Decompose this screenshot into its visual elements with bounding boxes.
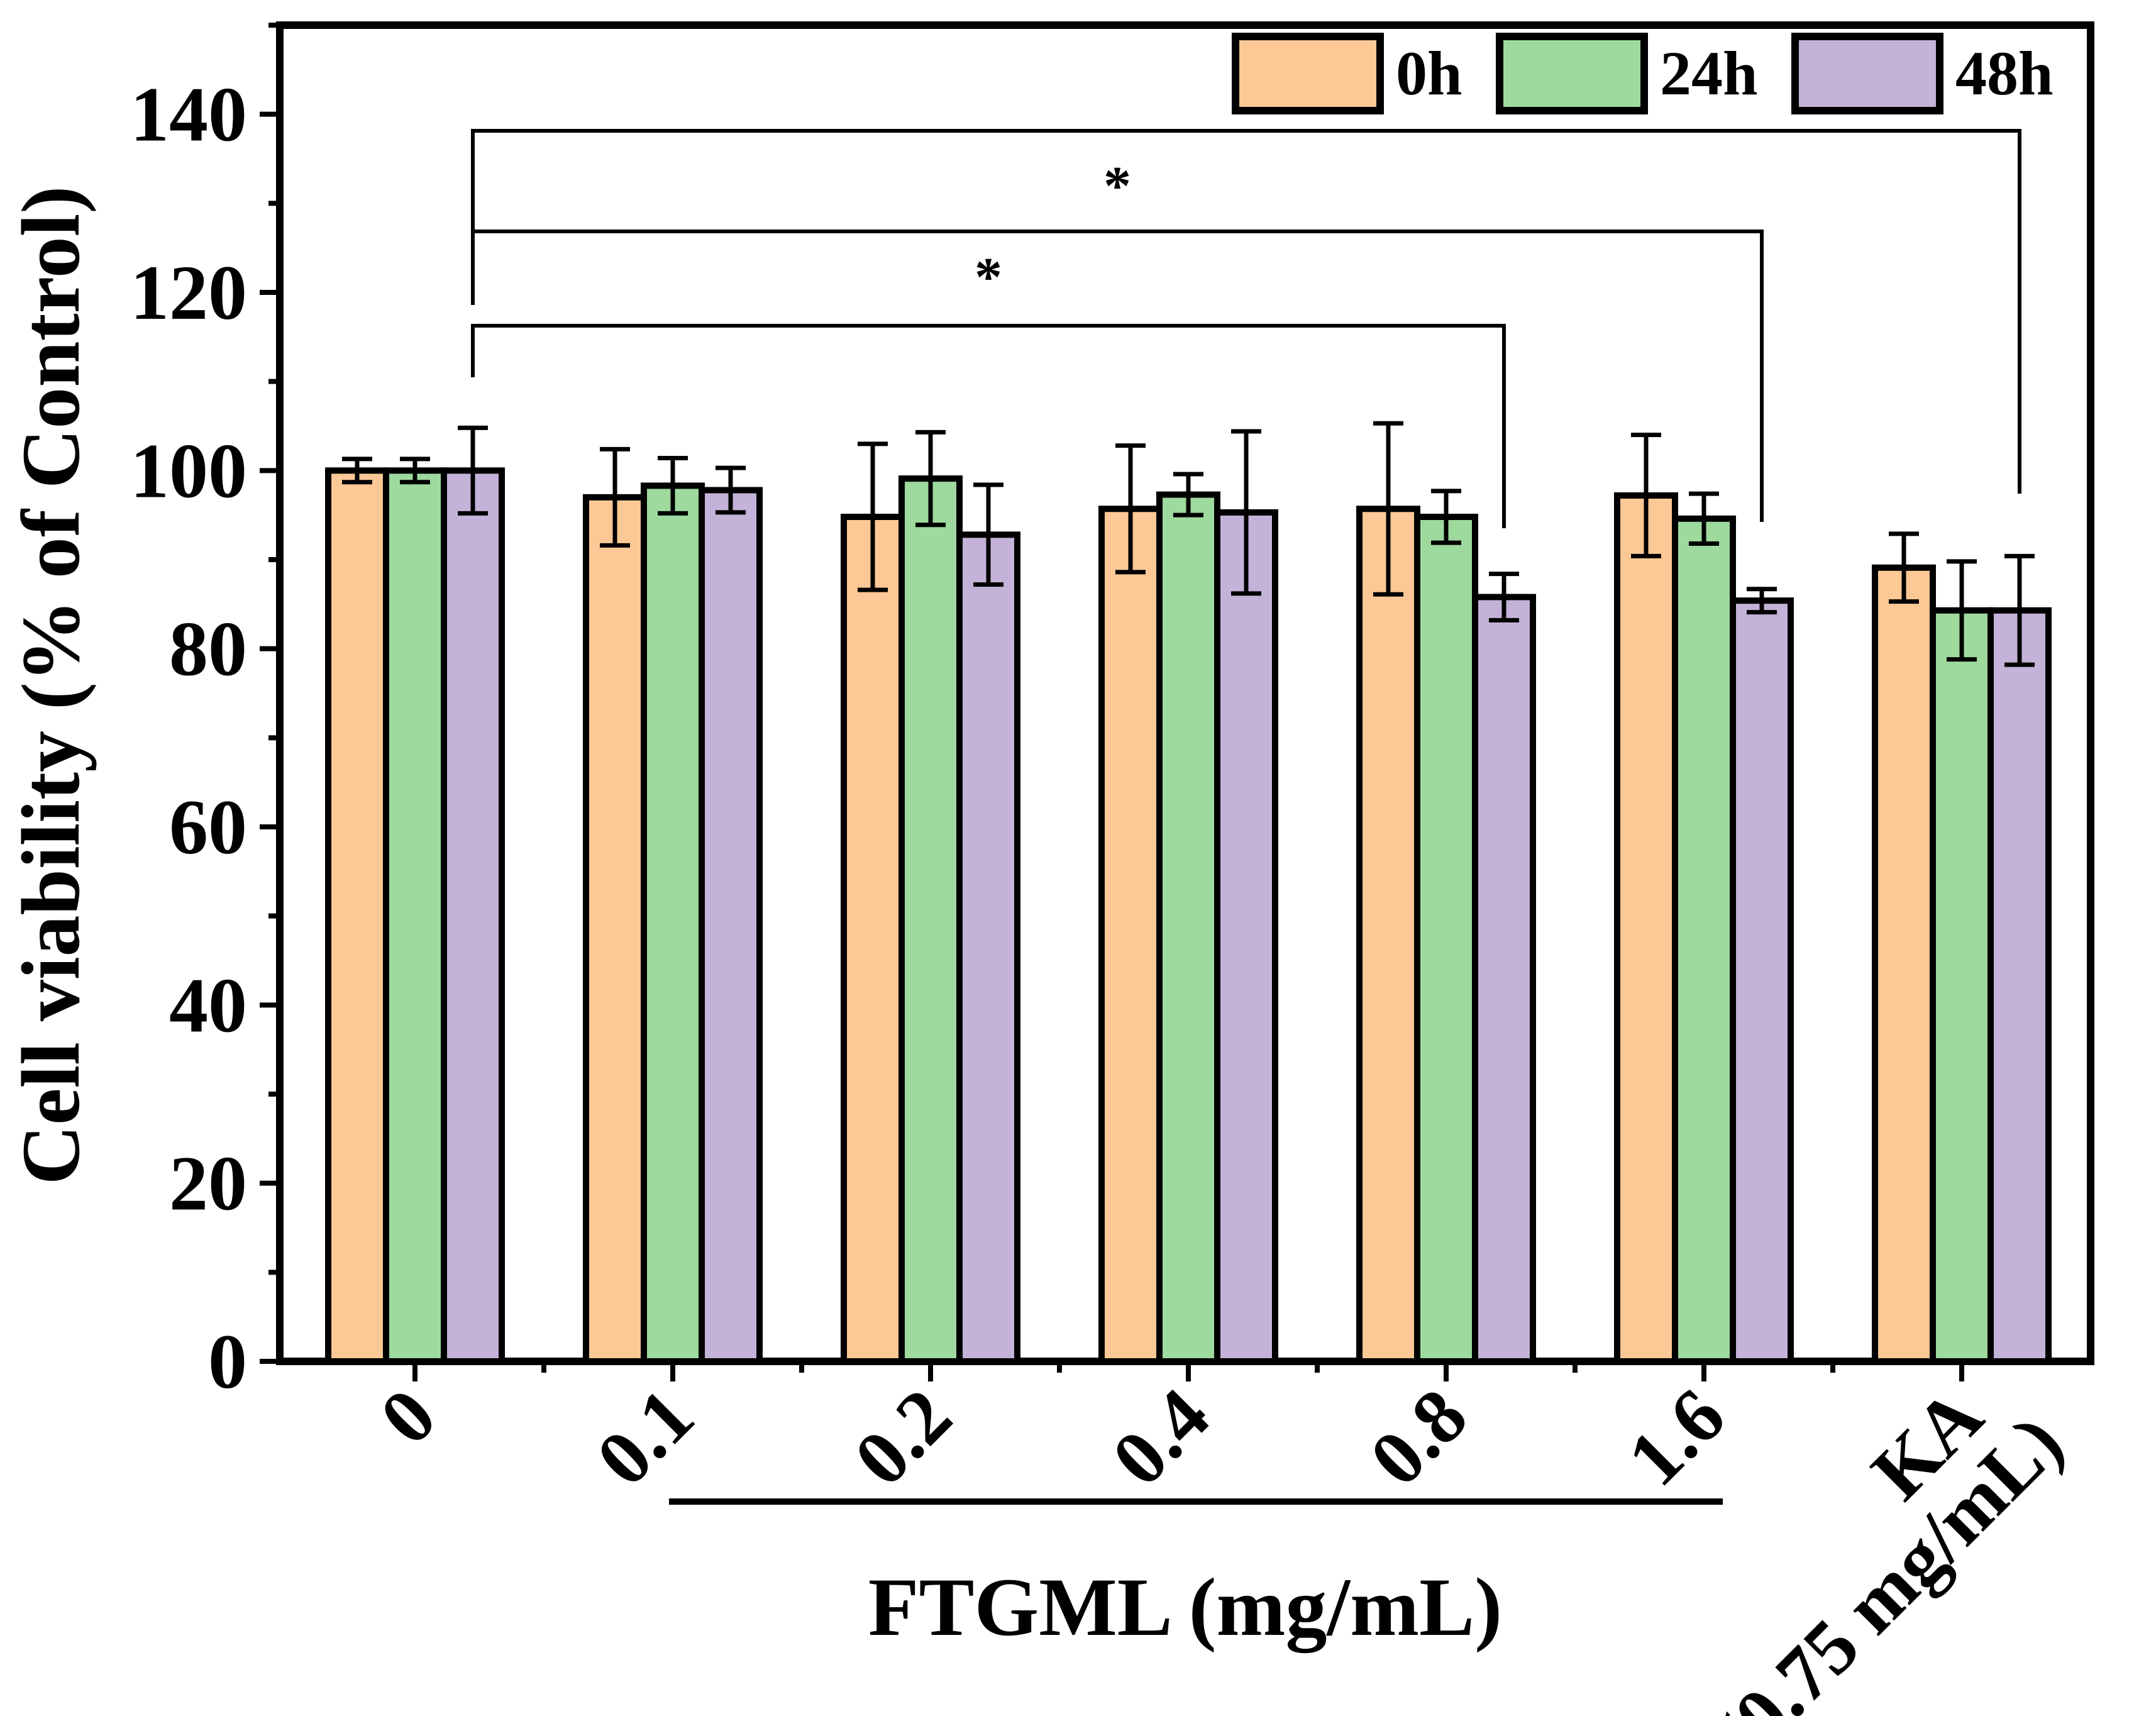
x-tick-label-group: 0.2: [838, 1372, 968, 1502]
bar-24h-0.8: [1414, 514, 1478, 1364]
bar-48h-1.6: [1730, 597, 1794, 1365]
x-axis-title: FTGML (mg/mL): [868, 1561, 1502, 1653]
y-tick-label: 80: [169, 606, 247, 692]
bar-0h-0.4: [1098, 506, 1163, 1364]
y-axis-title: Cell viability (% of Control): [4, 186, 97, 1185]
significance-star: *: [1103, 156, 1131, 217]
legend-label-0h: 0h: [1396, 38, 1462, 108]
bar-24h-1.6: [1672, 515, 1736, 1364]
bar-48h-0.2: [956, 531, 1020, 1364]
bar-48h-0.8: [1472, 594, 1536, 1364]
significance-bracket: [471, 129, 2021, 494]
legend-swatch-48h: [1791, 33, 1943, 114]
bar-0h-0.2: [841, 514, 905, 1364]
significance-star: *: [975, 247, 1002, 308]
y-axis: 0 20 40 60 80 100 120 140: [130, 23, 280, 1405]
bar-24h-KA: [1930, 607, 1994, 1364]
legend-label-24h: 24h: [1660, 38, 1758, 108]
y-tick-label: 60: [169, 784, 247, 870]
bar-0h-0.1: [583, 494, 647, 1364]
bars: [325, 467, 2052, 1365]
bar-24h-0: [383, 467, 447, 1364]
bar-0h-0.8: [1356, 506, 1420, 1364]
y-tick-label: 40: [169, 962, 247, 1048]
significance-bracket: [471, 324, 1506, 528]
x-tick-label-group: 0.8: [1354, 1372, 1483, 1502]
error-bars: [342, 421, 2035, 667]
y-tick-label: 140: [130, 72, 247, 158]
x-axis: 0 0.1 0.2 0.4 0.8 1.6 KA(0.75 mg/mL): [363, 1361, 2079, 1716]
bar-0h-0: [325, 467, 389, 1364]
significance-bracket: [471, 230, 1764, 522]
x-tick-label: 0.1: [580, 1372, 710, 1502]
y-tick-label: 120: [130, 250, 247, 336]
legend-swatch-24h: [1496, 33, 1648, 114]
x-tick-label: 0.2: [838, 1372, 968, 1502]
x-tick-label: 0: [363, 1372, 452, 1461]
bar-48h-0.4: [1214, 509, 1278, 1365]
bar-24h-0.1: [641, 482, 705, 1365]
y-tick-label: 100: [130, 428, 247, 514]
x-tick-label-group: 1.6: [1611, 1372, 1741, 1502]
bar-48h-0.1: [699, 487, 763, 1364]
legend-label-48h: 48h: [1955, 38, 2054, 108]
legend: 0h 24h 48h: [1232, 33, 2054, 114]
bar-24h-0.4: [1156, 491, 1220, 1364]
y-tick-label: 20: [169, 1141, 247, 1227]
bar-48h-KA: [1987, 607, 2052, 1364]
x-tick-label-group: 0: [363, 1372, 452, 1461]
legend-swatch-0h: [1232, 33, 1384, 114]
bar-24h-0.2: [898, 475, 963, 1364]
x-tick-label-group: 0.4: [1096, 1372, 1225, 1502]
x-tick-label: 0.8: [1354, 1372, 1483, 1502]
bar-0h-1.6: [1614, 492, 1678, 1364]
y-tick-label: 0: [208, 1319, 247, 1405]
x-tick-label: 1.6: [1611, 1372, 1741, 1502]
x-tick-label: 0.4: [1096, 1372, 1225, 1502]
bar-48h-0: [441, 467, 505, 1364]
x-tick-label-group: 0.1: [580, 1372, 710, 1502]
bar-0h-KA: [1872, 564, 1936, 1364]
x-tick-label-group: KA(0.75 mg/mL): [1700, 1372, 2079, 1716]
